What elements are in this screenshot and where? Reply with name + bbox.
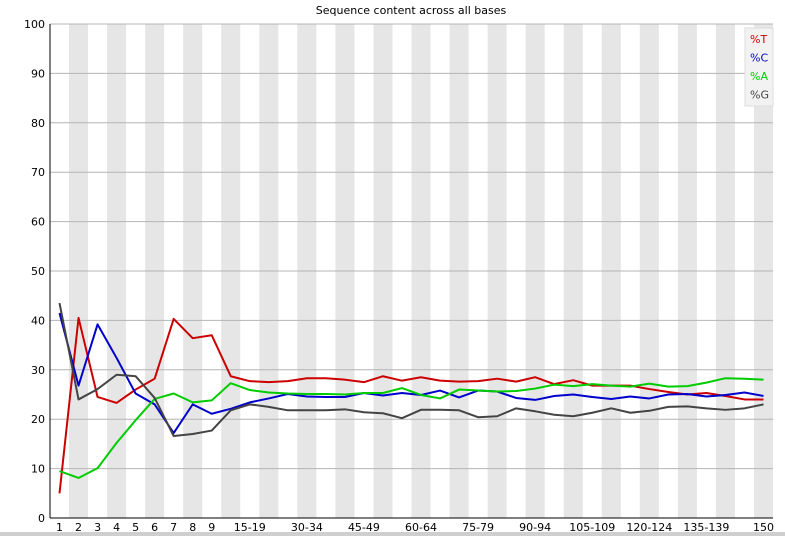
- y-tick-labels: 0 10 20 30 40 50 60 70 80 90 100: [24, 18, 45, 525]
- x-tick-label: 90-94: [519, 521, 551, 534]
- x-tick-label: 105-109: [569, 521, 615, 534]
- x-tick-label: 4: [113, 521, 120, 534]
- legend-entry: %G: [750, 89, 769, 102]
- legend-entry: %C: [750, 52, 768, 65]
- x-tick-label: 135-139: [683, 521, 729, 534]
- x-tick-label: 7: [170, 521, 177, 534]
- y-tick-label: 70: [31, 166, 45, 179]
- axes: [49, 24, 773, 519]
- series-line-pct-a: [59, 377, 764, 479]
- x-tick-label: 9: [208, 521, 215, 534]
- y-tick-label: 90: [31, 67, 45, 80]
- y-tick-label: 10: [31, 463, 45, 476]
- y-tick-label: 60: [31, 216, 45, 229]
- x-tick-label: 3: [94, 521, 101, 534]
- x-tick-label: 150: [753, 521, 774, 534]
- x-tick-label: 8: [189, 521, 196, 534]
- bottom-divider: [0, 532, 785, 536]
- x-tick-label: 75-79: [462, 521, 494, 534]
- legend-entry: %A: [750, 70, 768, 83]
- series-lines: [58, 302, 764, 494]
- series-line-pct-g: [58, 302, 764, 437]
- series-line-pct-c: [58, 312, 764, 435]
- x-tick-label: 15-19: [234, 521, 266, 534]
- legend: %T %C %A %G: [744, 27, 774, 107]
- x-tick-labels: 1 2 3 4 5 6 7 8 9 15-19 30-34 45-49 60-64 75-79 90-94 1…: [56, 521, 774, 534]
- x-tick-label: 5: [132, 521, 139, 534]
- legend-entry: %T: [750, 33, 767, 46]
- x-tick-label: 1: [56, 521, 63, 534]
- chart-title: Sequence content across all bases: [316, 4, 507, 17]
- y-tick-label: 100: [24, 18, 45, 31]
- x-tick-label: 120-124: [626, 521, 672, 534]
- y-tick-label: 0: [38, 512, 45, 525]
- y-tick-label: 80: [31, 117, 45, 130]
- y-tick-label: 40: [31, 314, 45, 327]
- x-tick-label: 6: [151, 521, 158, 534]
- x-tick-label: 45-49: [348, 521, 380, 534]
- y-tick-label: 30: [31, 364, 45, 377]
- x-tick-label: 2: [75, 521, 82, 534]
- x-tick-label: 60-64: [405, 521, 437, 534]
- y-tick-label: 50: [31, 265, 45, 278]
- series-line-pct-t: [58, 316, 764, 494]
- legend-box: [744, 27, 774, 107]
- x-tick-label: 30-34: [291, 521, 323, 534]
- y-tick-label: 20: [31, 413, 45, 426]
